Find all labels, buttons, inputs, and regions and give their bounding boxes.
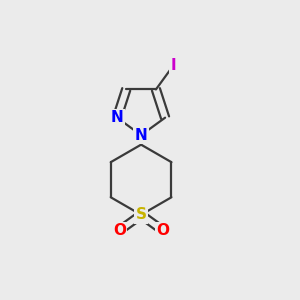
Text: N: N [111, 110, 123, 125]
Text: I: I [171, 58, 176, 73]
Text: O: O [113, 223, 126, 238]
Text: O: O [156, 223, 169, 238]
Text: N: N [135, 128, 148, 142]
Text: S: S [136, 207, 147, 222]
